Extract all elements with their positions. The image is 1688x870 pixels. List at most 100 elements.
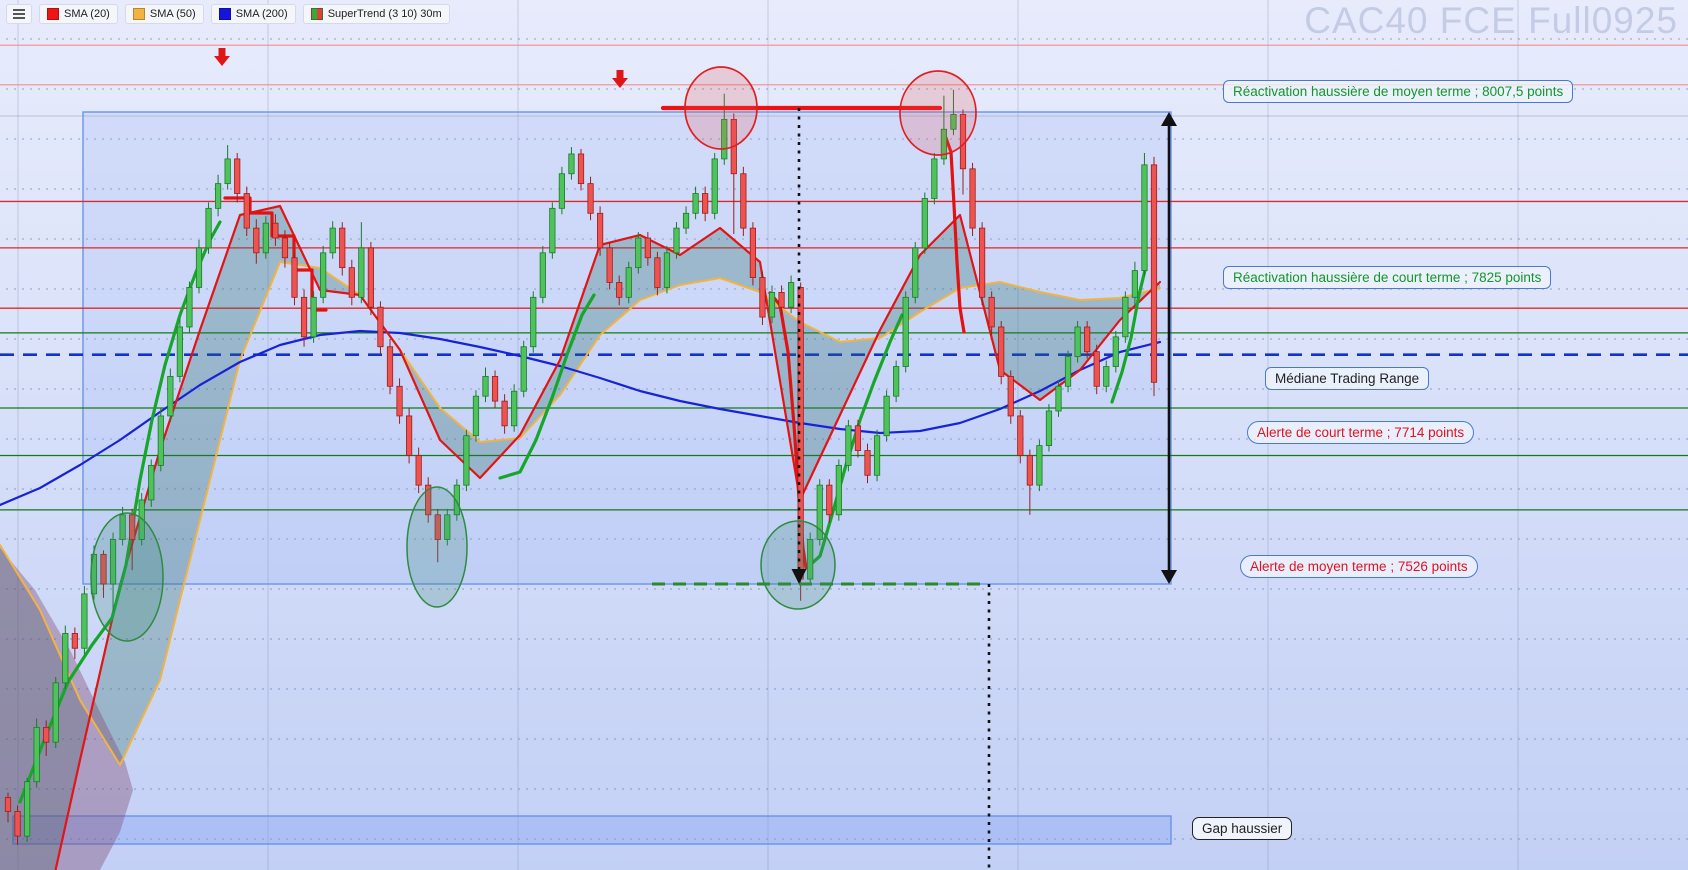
candle-body	[377, 306, 384, 348]
candle-body	[520, 346, 527, 392]
green-highlight-ellipse[interactable]	[760, 520, 836, 610]
candle-body	[33, 726, 40, 783]
legend-item-sma200[interactable]: SMA (200)	[210, 4, 296, 24]
candle-body	[807, 539, 814, 580]
candle-body	[43, 726, 50, 743]
candle-body	[979, 227, 986, 298]
candle-body	[1093, 351, 1100, 387]
candle-body	[1055, 385, 1062, 412]
candle-body	[558, 173, 566, 209]
annotation-gap-haussier[interactable]: Gap haussier	[1192, 817, 1293, 840]
candle-body	[243, 193, 250, 229]
legend-item-supertrend[interactable]: SuperTrend (3 10) 30m	[302, 4, 450, 24]
candle-body	[539, 252, 546, 298]
red-down-arrow-marker	[612, 70, 628, 88]
candle-body	[281, 237, 289, 259]
annotation-reactivation-moyen-terme[interactable]: Réactivation haussière de moyen terme ; …	[1223, 80, 1574, 103]
sma50-color-swatch	[132, 8, 145, 20]
candle-body	[1026, 455, 1033, 486]
candle-body	[921, 198, 928, 249]
sma200-color-swatch	[218, 8, 231, 20]
candle-body	[386, 346, 394, 387]
candle-body	[854, 425, 862, 451]
candle-body	[568, 153, 575, 175]
candle-body	[453, 484, 460, 516]
candle-body	[721, 118, 728, 160]
candle-body	[14, 810, 21, 837]
candle-body	[654, 257, 661, 288]
candle-body	[577, 153, 585, 185]
candle-body	[367, 247, 375, 308]
candle-body	[616, 282, 623, 298]
annotation-alerte-moyen-terme[interactable]: Alerte de moyen terme ; 7526 points	[1240, 555, 1478, 578]
candle-body	[902, 296, 909, 367]
green-highlight-ellipse[interactable]	[90, 512, 164, 642]
candle-body	[864, 450, 871, 476]
legend-label-sma20: SMA (20)	[64, 8, 110, 20]
gap-haussier-box[interactable]	[12, 815, 1172, 845]
annotation-reactivation-court-terme[interactable]: Réactivation haussière de court terme ; …	[1223, 266, 1552, 289]
candle-body	[224, 158, 231, 185]
candle-body	[329, 227, 336, 254]
candle-body	[663, 252, 671, 288]
candle-body	[644, 237, 651, 259]
candle-body	[396, 385, 403, 417]
down-arrowhead	[791, 569, 807, 584]
supertrend-segment	[498, 293, 596, 480]
candle-body	[530, 296, 537, 348]
candle-body	[463, 435, 470, 486]
candle-body	[320, 252, 327, 298]
sma200-line	[0, 329, 1162, 507]
candle-body	[300, 296, 308, 338]
candle-body	[673, 227, 680, 254]
candle-body	[606, 247, 613, 283]
candle-body	[167, 375, 174, 417]
hamburger-icon	[13, 13, 25, 15]
candle-body	[778, 291, 785, 308]
candle-body	[157, 415, 164, 466]
candle-body	[816, 484, 823, 540]
candle-body	[931, 158, 938, 199]
candle-body	[195, 247, 203, 288]
candle-body	[425, 484, 432, 516]
supertrend-segment	[223, 196, 328, 312]
candle-body	[482, 375, 489, 397]
supertrend-segment	[1110, 264, 1148, 404]
legend-item-sma50[interactable]: SMA (50)	[124, 4, 204, 24]
candle-body	[415, 455, 422, 486]
purple-band-fill	[0, 548, 133, 870]
candle-body	[1131, 270, 1138, 298]
candle-body	[1074, 326, 1081, 358]
annotation-alerte-court-terme[interactable]: Alerte de court terme ; 7714 points	[1247, 421, 1475, 444]
candle-body	[23, 781, 31, 837]
candlesticks[interactable]	[4, 89, 1158, 845]
chart-menu-button[interactable]	[6, 4, 32, 24]
candle-body	[768, 291, 776, 318]
legend-item-sma20[interactable]: SMA (20)	[39, 4, 118, 24]
annotation-mediane-trading-range[interactable]: Médiane Trading Range	[1265, 367, 1430, 390]
red-down-arrow-marker	[214, 48, 230, 66]
candle-body	[1017, 415, 1024, 456]
candle-body	[826, 484, 833, 516]
green-highlight-ellipse[interactable]	[406, 486, 468, 608]
candle-body	[969, 168, 976, 229]
candle-body	[501, 400, 508, 427]
candle-body	[1036, 445, 1043, 486]
candle-body	[186, 287, 193, 328]
candle-body	[1112, 336, 1119, 367]
candle-body	[358, 247, 365, 298]
trading-range-box[interactable]	[82, 111, 1172, 585]
sma-cloud-fill	[0, 206, 1160, 870]
legend-label-sma200: SMA (200)	[235, 8, 288, 20]
candle-body	[472, 395, 480, 437]
red-highlight-circle[interactable]	[899, 70, 977, 156]
candle-body	[702, 193, 709, 214]
candle-body	[1045, 410, 1053, 446]
candle-body	[692, 193, 699, 214]
down-arrowhead	[1161, 570, 1177, 584]
red-highlight-circle[interactable]	[684, 66, 758, 150]
up-arrowhead	[1161, 112, 1177, 126]
candle-body	[950, 114, 957, 130]
candle-body	[682, 212, 690, 229]
